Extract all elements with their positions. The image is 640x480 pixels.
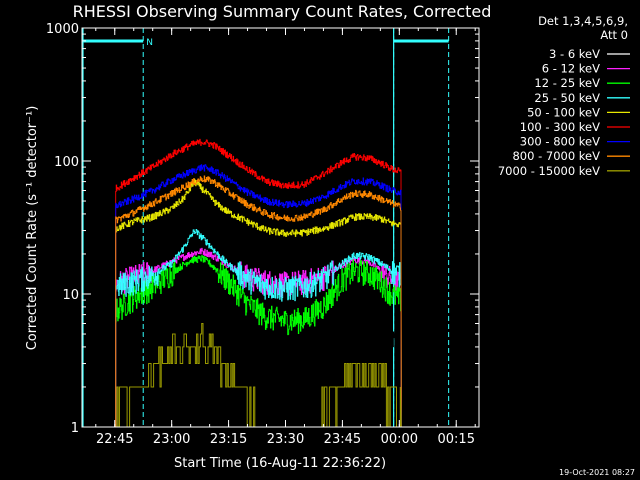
legend-label-3: 25 - 50 keV [534, 91, 600, 105]
x-tick-label-3: 23:30 [267, 432, 304, 447]
series-line-3 [115, 229, 402, 428]
series-line-5 [115, 138, 402, 428]
legend-attenuator: Att 0 [600, 28, 628, 42]
series-line-6 [115, 164, 402, 428]
legend-label-0: 3 - 6 keV [549, 47, 600, 61]
x-tick-label-2: 23:15 [210, 432, 247, 447]
legend-label-1: 6 - 12 keV [542, 62, 600, 76]
legend-label-7: 800 - 7000 keV [512, 149, 600, 163]
x-tick-label-6: 00:15 [438, 432, 475, 447]
series-line-1 [115, 247, 402, 428]
y-tick-label-0: 1 [71, 421, 79, 436]
series-line-8 [115, 323, 402, 428]
legend-label-2: 12 - 25 keV [534, 76, 600, 90]
x-tick-label-1: 23:00 [153, 432, 190, 447]
x-axis-label: Start Time (16-Aug-11 22:36:22) [174, 456, 386, 471]
y-tick-label-2: 100 [54, 155, 79, 170]
legend-label-8: 7000 - 15000 keV [498, 164, 600, 178]
series-line-4 [115, 178, 402, 428]
chart-title: RHESSI Observing Summary Count Rates, Co… [73, 2, 492, 21]
series-line-7 [115, 175, 402, 428]
y-tick-label-1: 10 [62, 288, 79, 303]
legend-detectors: Det 1,3,4,5,6,9, [538, 14, 628, 28]
series-line-2 [115, 255, 402, 428]
flag-layer: N [82, 28, 450, 427]
flag-label: N [146, 38, 153, 48]
axis-layer: 22:45 23:00 23:15 23:30 23:45 00:00 00:15 1 10 10… [46, 22, 479, 447]
plot-frame [81, 27, 480, 428]
x-tick-label-4: 23:45 [324, 432, 361, 447]
legend-label-4: 50 - 100 keV [527, 105, 600, 119]
x-tick-label-5: 00:00 [381, 432, 418, 447]
legend-label-6: 300 - 800 keV [520, 135, 600, 149]
y-tick-label-3: 1000 [46, 22, 79, 37]
series-line-0 [115, 276, 402, 428]
footer-timestamp: 19-Oct-2021 08:27 [559, 468, 635, 477]
legend-label-5: 100 - 300 keV [520, 120, 600, 134]
x-tick-label-0: 22:45 [96, 432, 133, 447]
series-layer [115, 138, 402, 428]
y-axis-label: Corrected Count Rate (s⁻¹ detector⁻¹) [25, 106, 40, 351]
